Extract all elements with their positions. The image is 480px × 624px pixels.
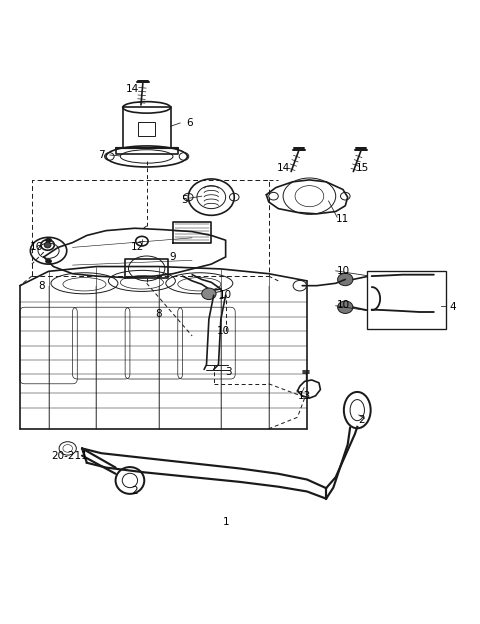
Text: 8: 8 <box>38 281 45 291</box>
Ellipse shape <box>337 301 353 313</box>
Text: 13: 13 <box>298 391 311 401</box>
Text: 10: 10 <box>336 266 349 276</box>
Text: 9: 9 <box>170 252 176 262</box>
Bar <box>123 107 170 148</box>
Ellipse shape <box>44 242 51 248</box>
Text: 16: 16 <box>30 242 43 252</box>
Text: 7: 7 <box>98 150 105 160</box>
Text: 12: 12 <box>131 242 144 252</box>
Text: 8: 8 <box>156 310 162 319</box>
Text: 5: 5 <box>181 195 188 205</box>
Text: 11: 11 <box>336 213 349 223</box>
Text: 4: 4 <box>450 302 456 312</box>
Text: 3: 3 <box>225 367 231 377</box>
Text: 6: 6 <box>186 118 193 128</box>
Ellipse shape <box>337 273 353 286</box>
Ellipse shape <box>202 288 216 300</box>
Text: 14: 14 <box>126 84 139 94</box>
Ellipse shape <box>46 238 51 242</box>
Bar <box>138 122 156 137</box>
Text: 2: 2 <box>132 487 138 497</box>
Text: 20-211: 20-211 <box>52 451 88 461</box>
Text: 14: 14 <box>276 163 290 173</box>
Text: 10: 10 <box>336 300 349 310</box>
Text: 15: 15 <box>355 163 369 173</box>
Text: 10: 10 <box>219 290 232 300</box>
Text: 1: 1 <box>222 517 229 527</box>
Text: 2: 2 <box>359 415 365 425</box>
Ellipse shape <box>46 260 51 263</box>
Text: 10: 10 <box>216 326 230 336</box>
Bar <box>367 271 446 329</box>
